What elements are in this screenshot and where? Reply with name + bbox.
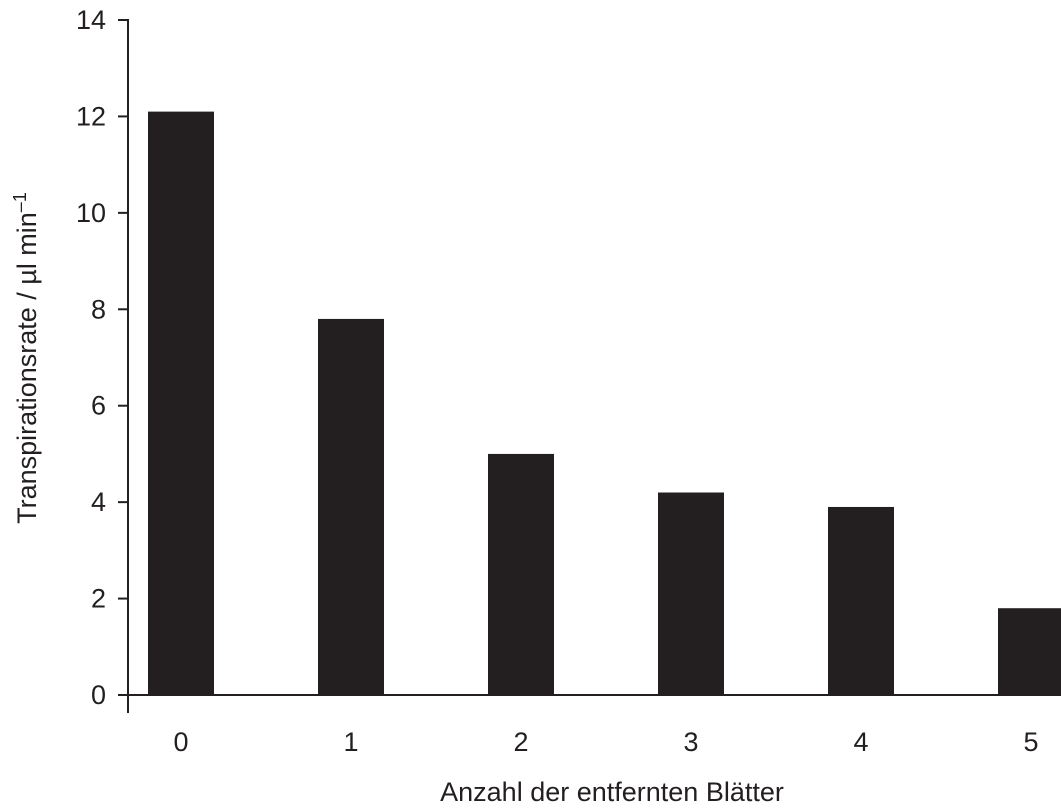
x-axis-label: Anzahl der entfernten Blätter (440, 777, 784, 807)
y-tick-label: 10 (76, 198, 106, 228)
bar-5 (998, 608, 1061, 695)
x-tick-label: 0 (173, 727, 188, 757)
x-tick-label: 3 (683, 727, 698, 757)
x-tick-label: 4 (853, 727, 868, 757)
y-tick-label: 14 (76, 5, 106, 35)
y-axis-label: Transpirationsrate / µl min–1 (10, 192, 42, 524)
y-tick-label: 12 (76, 101, 106, 131)
y-axis-label-superscript: –1 (10, 192, 30, 212)
x-axis-ticks: 0 1 2 3 4 5 (173, 727, 1038, 757)
bar-0 (148, 111, 214, 696)
bar-2 (488, 453, 554, 695)
y-tick-label: 2 (91, 584, 106, 614)
x-tick-label: 1 (343, 727, 358, 757)
y-axis-ticks: 0 2 4 6 8 10 12 14 (76, 5, 128, 710)
y-tick-label: 0 (91, 680, 106, 710)
x-tick-label: 5 (1023, 727, 1038, 757)
y-tick-label: 6 (91, 391, 106, 421)
y-tick-label: 4 (91, 487, 106, 517)
x-tick-label: 2 (513, 727, 528, 757)
y-tick-label: 8 (91, 294, 106, 324)
y-axis-label-text: Transpirationsrate / µl min (12, 212, 42, 524)
bar-1 (318, 318, 384, 695)
bar-3 (658, 492, 724, 695)
bars-group (148, 111, 1061, 696)
bar-4 (828, 506, 894, 695)
